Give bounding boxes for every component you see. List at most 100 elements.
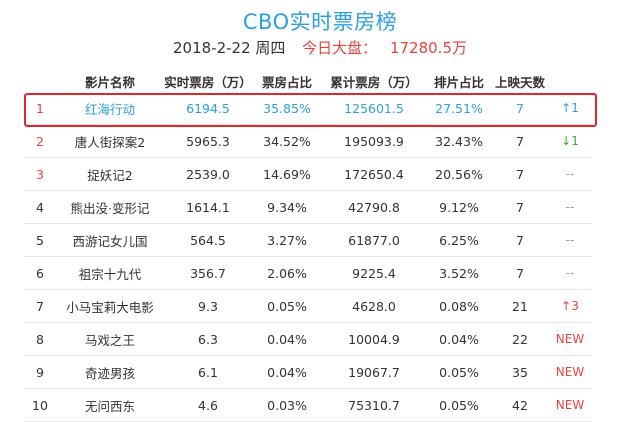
column-header-realtime: 实时票房（万） xyxy=(164,74,252,90)
rank-cell: 3 xyxy=(24,157,56,191)
table-row[interactable]: 5 西游记女儿国 564.5 3.27% 61877.0 6.25% 7 -- xyxy=(24,223,592,257)
page-title: CBO实时票房榜 xyxy=(242,10,398,34)
total-box-office-cell: 19067.7 xyxy=(322,355,426,389)
box-office-share-cell: 0.04% xyxy=(252,355,322,389)
realtime-box-office-cell: 1614.1 xyxy=(164,190,252,224)
rank-cell: 10 xyxy=(24,388,56,422)
column-header-share: 票房占比 xyxy=(261,74,312,90)
realtime-box-office-cell: 2539.0 xyxy=(164,157,252,191)
box-office-share-cell: 14.69% xyxy=(252,157,322,191)
days-showing-cell: 7 xyxy=(492,157,548,191)
total-box-office-cell: 10004.9 xyxy=(322,322,426,356)
movie-name-cell[interactable]: 西游记女儿国 xyxy=(56,223,164,257)
rank-change-cell: NEW xyxy=(548,355,592,389)
schedule-share-cell: 27.51% xyxy=(426,92,492,125)
movie-name-cell[interactable]: 唐人街探案2 xyxy=(56,124,164,158)
box-office-share-cell: 2.06% xyxy=(252,256,322,290)
table-row[interactable]: 9 奇迹男孩 6.1 0.04% 19067.7 0.05% 35 NEW xyxy=(24,355,592,389)
box-office-share-cell: 34.52% xyxy=(252,124,322,158)
rank-change-cell: NEW xyxy=(548,388,592,422)
table-row[interactable]: 4 熊出没·变形记 1614.1 9.34% 42790.8 9.12% 7 -- xyxy=(24,190,592,224)
box-office-share-cell: 0.04% xyxy=(252,322,322,356)
box-office-share-cell: 35.85% xyxy=(252,92,322,125)
days-showing-cell: 21 xyxy=(492,289,548,323)
realtime-box-office-cell: 564.5 xyxy=(164,223,252,257)
rank-cell: 4 xyxy=(24,190,56,224)
table-row[interactable]: 7 小马宝莉大电影 9.3 0.05% 4628.0 0.08% 21 ↑3 xyxy=(24,289,592,323)
table-row[interactable]: 6 祖宗十九代 356.7 2.06% 9225.4 3.52% 7 -- xyxy=(24,256,592,290)
schedule-share-cell: 0.08% xyxy=(426,289,492,323)
movie-name-cell[interactable]: 熊出没·变形记 xyxy=(56,190,164,224)
movie-name-cell[interactable]: 祖宗十九代 xyxy=(56,256,164,290)
column-header-change xyxy=(548,70,592,92)
days-showing-cell: 7 xyxy=(492,124,548,158)
days-showing-cell: 7 xyxy=(492,92,548,125)
total-box-office-cell: 9225.4 xyxy=(322,256,426,290)
schedule-share-cell: 0.05% xyxy=(426,388,492,422)
column-header-name: 影片名称 xyxy=(84,74,135,90)
subtitle: 2018-2-22 周四 今日大盘： 17280.5万 xyxy=(0,37,640,58)
total-box-office-cell: 4628.0 xyxy=(322,289,426,323)
today-total-value: 17280.5万 xyxy=(389,39,467,57)
schedule-share-cell: 0.05% xyxy=(426,355,492,389)
rank-cell: 6 xyxy=(24,256,56,290)
days-showing-cell: 7 xyxy=(492,256,548,290)
box-office-table: 影片名称 实时票房（万） 票房占比 累计票房（万） 排片占比 上映天数 1 红海行… xyxy=(24,70,592,422)
schedule-share-cell: 9.12% xyxy=(426,190,492,224)
realtime-box-office-cell: 6.3 xyxy=(164,322,252,356)
rank-change-cell: -- xyxy=(548,157,592,191)
rank-change-cell: ↑1 xyxy=(548,92,592,125)
box-office-share-cell: 3.27% xyxy=(252,223,322,257)
rank-cell: 5 xyxy=(24,223,56,257)
movie-name-cell[interactable]: 小马宝莉大电影 xyxy=(56,289,164,323)
schedule-share-cell: 3.52% xyxy=(426,256,492,290)
rank-cell: 8 xyxy=(24,322,56,356)
rank-change-cell: -- xyxy=(548,223,592,257)
column-header-total: 累计票房（万） xyxy=(330,74,418,90)
rank-change-cell: NEW xyxy=(548,322,592,356)
total-box-office-cell: 172650.4 xyxy=(322,157,426,191)
realtime-box-office-cell: 6.1 xyxy=(164,355,252,389)
box-office-share-cell: 9.34% xyxy=(252,190,322,224)
days-showing-cell: 7 xyxy=(492,223,548,257)
realtime-box-office-cell: 6194.5 xyxy=(164,92,252,125)
movie-name-cell[interactable]: 捉妖记2 xyxy=(56,157,164,191)
rank-cell: 2 xyxy=(24,124,56,158)
realtime-box-office-cell: 356.7 xyxy=(164,256,252,290)
box-office-share-cell: 0.03% xyxy=(252,388,322,422)
box-office-share-cell: 0.05% xyxy=(252,289,322,323)
rank-change-cell: -- xyxy=(548,256,592,290)
movie-name-cell[interactable]: 马戏之王 xyxy=(56,322,164,356)
days-showing-cell: 22 xyxy=(492,322,548,356)
table-row[interactable]: 1 红海行动 6194.5 35.85% 125601.5 27.51% 7 ↑1 xyxy=(24,92,592,125)
rank-change-cell: ↓1 xyxy=(548,124,592,158)
column-header-rank xyxy=(24,70,56,92)
schedule-share-cell: 6.25% xyxy=(426,223,492,257)
today-total-label: 今日大盘： xyxy=(302,39,378,57)
rank-cell: 1 xyxy=(24,92,56,125)
column-header-schedule: 排片占比 xyxy=(433,74,484,90)
total-box-office-cell: 125601.5 xyxy=(322,92,426,125)
table-header-row: 影片名称 实时票房（万） 票房占比 累计票房（万） 排片占比 上映天数 xyxy=(24,70,592,92)
realtime-box-office-cell: 5965.3 xyxy=(164,124,252,158)
table-row[interactable]: 2 唐人街探案2 5965.3 34.52% 195093.9 32.43% 7 ↓1 xyxy=(24,124,592,158)
rank-change-cell: ↑3 xyxy=(548,289,592,323)
column-header-days: 上映天数 xyxy=(494,74,545,90)
schedule-share-cell: 32.43% xyxy=(426,124,492,158)
date-label: 2018-2-22 周四 xyxy=(172,39,286,57)
total-box-office-cell: 42790.8 xyxy=(322,190,426,224)
rank-cell: 7 xyxy=(24,289,56,323)
schedule-share-cell: 20.56% xyxy=(426,157,492,191)
movie-name-cell[interactable]: 奇迹男孩 xyxy=(56,355,164,389)
rank-change-cell: -- xyxy=(548,190,592,224)
movie-name-cell[interactable]: 红海行动 xyxy=(56,92,164,125)
total-box-office-cell: 195093.9 xyxy=(322,124,426,158)
schedule-share-cell: 0.04% xyxy=(426,322,492,356)
table-row[interactable]: 8 马戏之王 6.3 0.04% 10004.9 0.04% 22 NEW xyxy=(24,322,592,356)
days-showing-cell: 7 xyxy=(492,190,548,224)
table-row[interactable]: 3 捉妖记2 2539.0 14.69% 172650.4 20.56% 7 -- xyxy=(24,157,592,191)
total-box-office-cell: 61877.0 xyxy=(322,223,426,257)
realtime-box-office-cell: 9.3 xyxy=(164,289,252,323)
rank-cell: 9 xyxy=(24,355,56,389)
days-showing-cell: 35 xyxy=(492,355,548,389)
